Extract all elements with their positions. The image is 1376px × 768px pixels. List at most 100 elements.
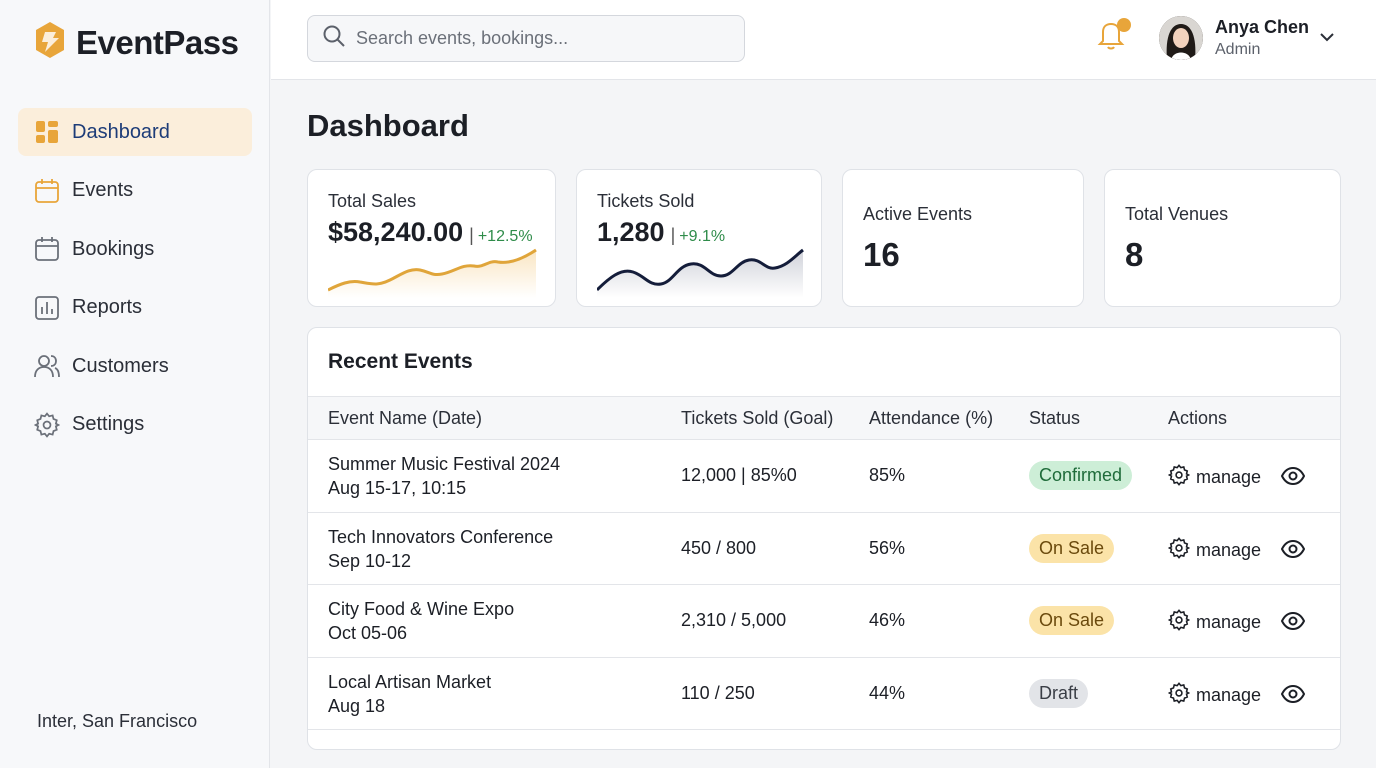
column-header-tickets[interactable]: Tickets Sold (Goal) <box>681 408 834 428</box>
grid-icon <box>34 119 60 145</box>
stat-card-total-venues[interactable]: Total Venues 8 <box>1104 169 1341 307</box>
gear-icon <box>1167 464 1191 491</box>
notifications-button[interactable] <box>1097 18 1131 54</box>
search-box[interactable] <box>307 15 745 62</box>
sidebar-item-label: Dashboard <box>72 120 170 143</box>
calendar-outline-icon <box>34 236 60 262</box>
table-row[interactable]: Summer Music Festival 2024 Aug 15-17, 10… <box>308 440 1340 513</box>
column-header-actions: Actions <box>1168 408 1228 428</box>
gear-icon <box>1167 609 1191 636</box>
status-badge: On Sale <box>1029 533 1115 563</box>
users-icon <box>34 353 60 379</box>
manage-label: manage <box>1196 612 1262 632</box>
search-input[interactable] <box>356 28 736 49</box>
table-header: Event Name (Date) Tickets Sold (Goal) At… <box>308 396 1340 440</box>
event-name: City Food & Wine Expo <box>328 599 515 619</box>
attendance: 46% <box>869 610 906 630</box>
sidebar-item-label: Settings <box>72 413 145 435</box>
stat-change: +9.1% <box>679 228 726 245</box>
manage-label: manage <box>1196 539 1262 560</box>
panel-title: Recent Events <box>328 350 473 373</box>
manage-button[interactable]: manage <box>1167 609 1262 636</box>
sidebar-item-customers[interactable]: Customers <box>18 342 252 390</box>
sidebar-footer: Inter, San Francisco <box>37 711 198 731</box>
top-bar: Anya Chen Admin <box>271 0 1376 80</box>
user-role: Admin <box>1215 41 1261 58</box>
sidebar-item-bookings[interactable]: Bookings <box>18 225 252 273</box>
manage-button[interactable]: manage <box>1167 464 1262 491</box>
bell-icon <box>1097 22 1127 54</box>
event-date: Sep 10-12 <box>328 550 412 571</box>
status-badge: On Sale <box>1029 606 1115 635</box>
column-header-attendance[interactable]: Attendance (%) <box>869 408 994 428</box>
attendance: 56% <box>869 537 906 558</box>
sidebar: EventPass Dashboard Events Bookings Repo… <box>0 0 270 768</box>
view-eye-icon[interactable] <box>1280 684 1306 709</box>
table-row[interactable]: Local Artisan Market Aug 18 110 / 250 44… <box>308 658 1340 730</box>
event-date: Aug 15-17, 10:15 <box>328 478 467 498</box>
gear-icon <box>34 411 60 438</box>
user-name: Anya Chen <box>1215 17 1310 37</box>
stat-card-tickets-sold[interactable]: Tickets Sold 1,280 | +9.1% <box>576 169 822 307</box>
column-header-event[interactable]: Event Name (Date) <box>328 408 483 428</box>
eventpass-logo-icon <box>32 20 68 65</box>
sidebar-item-label: Reports <box>72 296 143 318</box>
manage-label: manage <box>1196 467 1262 487</box>
event-name: Local Artisan Market <box>328 671 492 692</box>
search-icon <box>322 24 346 53</box>
sidebar-item-label: Customers <box>72 354 169 377</box>
stat-value: $58,240.00 | +12.5% <box>328 217 533 247</box>
stat-value: 16 <box>863 236 900 273</box>
column-header-status[interactable]: Status <box>1029 408 1081 428</box>
user-menu[interactable]: Anya Chen Admin <box>1159 16 1309 60</box>
gear-icon <box>1167 536 1191 564</box>
stat-card-total-sales[interactable]: Total Sales $58,240.00 | +12.5% <box>307 169 556 307</box>
stat-card-active-events[interactable]: Active Events 16 <box>842 169 1084 307</box>
attendance: 85% <box>869 465 906 485</box>
avatar <box>1159 16 1203 60</box>
table-row[interactable]: Tech Innovators Conference Sep 10-12 450… <box>308 513 1340 585</box>
brand-name: EventPass <box>76 23 239 61</box>
sidebar-item-reports[interactable]: Reports <box>18 284 252 332</box>
status-badge: Confirmed <box>1029 461 1133 490</box>
view-eye-icon[interactable] <box>1280 466 1306 491</box>
sidebar-item-events[interactable]: Events <box>18 167 252 215</box>
stat-value: 8 <box>1125 236 1144 273</box>
sidebar-item-dashboard[interactable]: Dashboard <box>18 108 252 156</box>
stat-label: Total Sales <box>328 191 417 211</box>
stat-label: Tickets Sold <box>597 191 695 211</box>
tickets-sold: 110 / 250 <box>681 682 755 703</box>
page-title: Dashboard <box>307 108 469 143</box>
chevron-down-icon[interactable] <box>1318 28 1336 51</box>
tickets-sold: 2,310 / 5,000 <box>681 610 787 630</box>
stat-value: 1,280 | +9.1% <box>597 217 726 247</box>
attendance: 44% <box>869 682 906 703</box>
table-row[interactable]: City Food & Wine Expo Oct 05-06 2,310 / … <box>308 585 1340 658</box>
manage-button[interactable]: manage <box>1167 536 1262 564</box>
sidebar-item-settings[interactable]: Settings <box>18 401 252 449</box>
view-eye-icon[interactable] <box>1280 611 1306 636</box>
event-name: Summer Music Festival 2024 <box>328 454 561 474</box>
view-eye-icon[interactable] <box>1280 539 1306 564</box>
stat-change: +12.5% <box>477 228 533 245</box>
sidebar-item-label: Events <box>72 179 134 201</box>
gear-icon <box>1167 681 1191 709</box>
bar-chart-icon <box>34 295 60 321</box>
tickets-sold: 450 / 800 <box>681 537 757 558</box>
sales-sparkline <box>328 248 537 298</box>
status-badge: Draft <box>1029 678 1089 708</box>
event-name: Tech Innovators Conference <box>328 526 554 547</box>
tickets-sparkline <box>597 248 804 298</box>
event-date: Oct 05-06 <box>328 623 408 643</box>
manage-label: manage <box>1196 684 1262 705</box>
brand-logo[interactable]: EventPass <box>32 20 239 65</box>
sidebar-item-label: Bookings <box>72 237 155 260</box>
recent-events-panel: Recent Events Event Name (Date) Tickets … <box>307 327 1341 750</box>
user-info: Anya Chen Admin <box>1215 17 1309 59</box>
manage-button[interactable]: manage <box>1167 681 1262 709</box>
stat-label: Total Venues <box>1125 204 1229 224</box>
tickets-sold: 12,000 | 85%0 <box>681 465 797 485</box>
notification-dot <box>1117 18 1131 32</box>
sidebar-nav: Dashboard Events Bookings Reports Custom… <box>18 108 252 459</box>
stat-label: Active Events <box>863 204 973 224</box>
